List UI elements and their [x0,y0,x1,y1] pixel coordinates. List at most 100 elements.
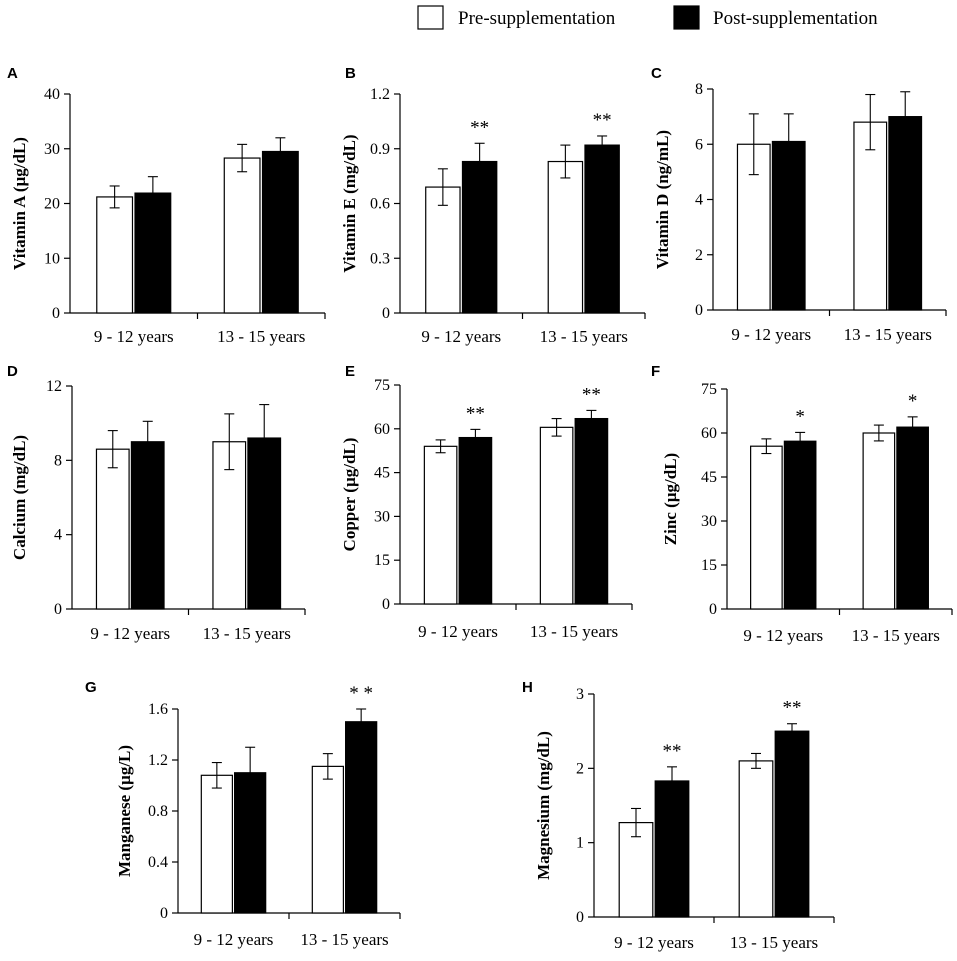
bar-post-f [783,440,817,610]
significance-label-h: ** [783,698,802,719]
panel-letter-h: H [522,679,533,696]
category-label-e: 13 - 15 years [530,622,618,641]
panel-letter-a: A [7,65,18,82]
y-axis-title-g: Manganese (µg/L) [115,745,134,877]
panel-e: E Copper (µg/dL) 0 15 30 45 60 75 9 - 12 years **… [340,363,633,641]
y-axis-title-b: Vitamin E (mg/dL) [340,134,359,272]
legend-swatch-pre [417,5,444,30]
bar-pre-a [96,196,134,314]
y-tick-label-b: 0 [382,305,390,322]
legend-label-pre: Pre-supplementation [458,8,616,29]
y-tick-label-e: 30 [374,508,390,525]
bar-post-e [574,417,609,605]
bar-pre-f [750,445,783,610]
y-tick-label-d: 0 [54,601,62,618]
panel-letter-d: D [7,363,18,380]
y-tick-label-d: 4 [54,527,62,544]
bar-post-d [130,441,165,610]
y-tick-label-g: 0.8 [148,803,168,820]
panel-letter-b: B [345,65,356,82]
y-tick-label-a: 10 [44,250,60,267]
category-label-h: 9 - 12 years [614,933,694,952]
y-tick-label-f: 0 [709,601,717,618]
y-axis-title-a: Vitamin A (µg/dL) [10,137,29,270]
y-tick-label-g: 0.4 [148,854,168,871]
legend: Pre-supplementation Post-supplementation [417,5,878,30]
y-tick-label-e: 75 [374,377,390,394]
panel-c: C Vitamin D (ng/mL) 0 2 4 6 8 9 - 12 years 13 - … [651,65,947,344]
bar-post-a [134,192,172,314]
panel-letter-f: F [651,363,660,380]
bar-post-h [774,730,810,918]
y-tick-label-c: 6 [695,136,703,153]
y-tick-label-c: 8 [695,81,703,98]
panel-letter-e: E [345,363,355,380]
category-label-b: 9 - 12 years [421,327,501,346]
panel-h: H Magnesium (mg/dL) 0 1 2 3 9 - 12 years ** 13 -… [522,679,835,952]
bar-pre-f [862,432,896,610]
y-tick-label-d: 8 [54,452,62,469]
y-tick-label-f: 15 [701,557,717,574]
panel-f: F Zinc (µg/dL) 0 15 30 45 60 75 9 - 12 years * 13 … [651,363,953,645]
y-tick-label-d: 12 [46,378,62,395]
y-tick-label-h: 3 [576,686,584,703]
bar-post-d [247,437,282,610]
bar-post-b [461,160,498,314]
category-label-a: 13 - 15 years [217,327,305,346]
bar-pre-c [853,121,888,311]
significance-label-f: * [908,391,918,412]
y-tick-label-e: 0 [382,596,390,613]
y-axis-title-e: Copper (µg/dL) [340,438,359,552]
bar-post-g [345,721,378,914]
bar-pre-g [200,774,233,914]
panel-d: D Calcium (mg/dL) 0 4 8 12 9 - 12 years 13 - 15… [7,363,306,643]
bar-post-g [234,772,267,914]
bar-post-h [654,780,690,918]
bar-pre-b [425,186,461,314]
y-tick-label-c: 0 [695,302,703,319]
y-tick-label-h: 2 [576,760,584,777]
bar-pre-h [738,760,774,918]
category-label-g: 9 - 12 years [194,930,274,949]
bar-post-c [771,140,806,311]
y-tick-label-f: 60 [701,425,717,442]
y-tick-label-b: 0.9 [370,141,390,158]
significance-label-e: ** [582,384,601,405]
significance-label-b: ** [593,110,612,131]
y-tick-label-b: 1.2 [370,86,390,103]
y-axis-title-d: Calcium (mg/dL) [10,435,29,560]
bar-pre-a [223,157,261,314]
y-tick-label-f: 30 [701,513,717,530]
y-tick-label-f: 75 [701,381,717,398]
significance-label-g: * * [349,683,373,704]
bar-pre-b [547,160,584,314]
bar-pre-e [423,445,458,605]
y-tick-label-c: 4 [695,192,703,209]
category-label-d: 9 - 12 years [90,624,170,643]
y-axis-title-h: Magnesium (mg/dL) [534,731,553,880]
y-tick-label-b: 0.6 [370,196,390,213]
y-tick-label-h: 0 [576,909,584,926]
bar-post-f [896,426,929,610]
legend-swatch-post [673,5,700,30]
y-axis-title-f: Zinc (µg/dL) [661,453,680,545]
y-tick-label-a: 20 [44,196,60,213]
y-tick-label-g: 0 [160,905,168,922]
bar-post-a [261,150,299,314]
significance-label-h: ** [663,741,682,762]
y-tick-label-c: 2 [695,247,703,264]
panel-b: B Vitamin E (mg/dL) 0 0.3 0.6 0.9 1.2 9 - 12 ye… [340,65,646,346]
y-tick-label-g: 1.2 [148,752,168,769]
y-tick-label-e: 15 [374,552,390,569]
y-tick-label-a: 30 [44,141,60,158]
bar-pre-e [539,426,574,605]
y-tick-label-b: 0.3 [370,250,390,267]
category-label-g: 13 - 15 years [300,930,388,949]
panel-letter-c: C [651,65,662,82]
category-label-b: 13 - 15 years [540,327,628,346]
category-label-f: 9 - 12 years [743,626,823,645]
category-label-c: 9 - 12 years [731,325,811,344]
y-tick-label-e: 45 [374,465,390,482]
